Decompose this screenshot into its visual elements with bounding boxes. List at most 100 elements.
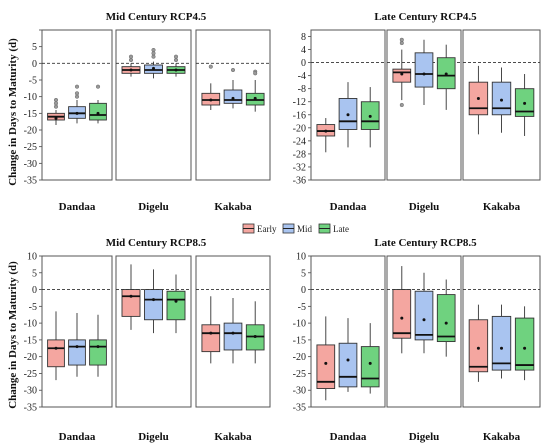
y-axis-label-bottom: Change in Days to Maturity (d) (7, 261, 19, 409)
box-body (491, 81, 512, 116)
mean-point (152, 298, 155, 302)
box-body (47, 339, 65, 368)
outlier-point (74, 84, 80, 89)
chart-title: Mid Century RCP8.5 (106, 237, 207, 249)
outlier-point (151, 47, 156, 53)
mean-point (174, 299, 178, 303)
mean-point (231, 96, 235, 100)
facet-label-digelu: Digelu (138, 201, 169, 213)
legend-label: Late (333, 224, 349, 234)
y-tick-label: -32 (293, 162, 306, 173)
y-tick-label: -5 (29, 76, 37, 87)
box-kakaba-late (514, 306, 535, 381)
y-tick-label: -15 (293, 335, 306, 346)
outlier-point (74, 94, 80, 99)
y-tick-label: -12 (293, 97, 306, 108)
y-tick-label: -10 (293, 319, 306, 330)
box-dandaa-early (316, 118, 336, 153)
outlier-point (399, 102, 404, 108)
y-tick-label: 5 (32, 268, 37, 279)
box-digelu-late (436, 44, 456, 110)
y-tick-label: -10 (24, 319, 37, 330)
chart-late-century-rcp45: Late Century RCP4.5 8 4 0 -4 -8 -12 -16 -20 -24 -2… (293, 11, 541, 213)
y-tick-label: 0 (32, 59, 37, 70)
mean-point (400, 72, 404, 76)
y-tick-label: 0 (301, 285, 306, 296)
mean-point (368, 361, 372, 365)
y-tick-label: -30 (293, 386, 306, 397)
outlier-point (173, 54, 179, 59)
y-tick-label: -35 (24, 176, 37, 187)
box-digelu-mid (144, 269, 163, 334)
box-body (468, 319, 489, 373)
box-dandaa-mid (68, 84, 86, 124)
box-body (223, 322, 243, 351)
box-digelu-mid (144, 47, 163, 79)
y-tick-label: -36 (293, 176, 306, 187)
y-tick-label: -5 (298, 302, 306, 313)
mean-point (253, 335, 257, 339)
box-dandaa-late (89, 314, 107, 377)
mean-point (444, 72, 448, 76)
y-tick-label: -20 (24, 352, 37, 363)
box-kakaba-early (201, 296, 221, 364)
y-tick-label: -25 (24, 369, 37, 380)
y-tick-label: -20 (293, 352, 306, 363)
box-body (414, 52, 434, 88)
mean-point (324, 361, 328, 365)
chart-mid-century-rcp85: Mid Century RCP8.5 10 5 0 -5 -10 -15 -20 -25 -30 -… (24, 237, 271, 443)
y-tick-label: 10 (296, 252, 306, 263)
y-tick-label: -8 (298, 84, 306, 95)
chart-title: Late Century RCP4.5 (374, 11, 477, 23)
legend-item-early: Early (242, 223, 277, 234)
mean-point (523, 346, 527, 350)
outlier-point (208, 64, 213, 69)
chart-mid-century-rcp45: Mid Century RCP4.5 5 0 -5 -10 -15 -20 -25 -30 -35… (24, 11, 271, 213)
box-digelu-late (166, 54, 186, 77)
outlier-point (253, 71, 258, 76)
y-tick-label: -35 (24, 403, 37, 414)
box-body (89, 102, 107, 121)
y-tick-label: -10 (24, 92, 37, 103)
chart-title: Late Century RCP8.5 (374, 237, 477, 249)
facet-label-kakaba: Kakaba (214, 431, 252, 443)
box-kakaba-late (245, 69, 265, 112)
y-tick-label: -30 (24, 386, 37, 397)
box-kakaba-late (245, 301, 265, 364)
y-tick-label: -15 (24, 109, 37, 120)
y-tick-label: 0 (32, 285, 37, 296)
legend-item-mid: Mid (282, 223, 313, 234)
box-digelu-early (392, 37, 412, 108)
y-tick-label: 4 (301, 45, 306, 56)
outlier-point (53, 104, 59, 109)
mean-point (129, 294, 133, 298)
y-tick-label: -16 (293, 110, 306, 121)
mean-point (231, 331, 235, 335)
outlier-point (151, 51, 156, 56)
y-tick-label: 5 (32, 42, 37, 53)
outlier-point (128, 54, 134, 59)
box-dandaa-early (316, 316, 336, 401)
outlier-point (53, 97, 59, 103)
mean-point (346, 358, 350, 362)
box-dandaa-early (47, 97, 65, 125)
box-digelu-late (436, 279, 456, 357)
outlier-point (95, 84, 101, 89)
outlier-point (230, 67, 236, 73)
mean-point (96, 111, 100, 115)
y-tick-label: -20 (293, 123, 306, 134)
facet-label-digelu: Digelu (409, 201, 440, 213)
box-kakaba-mid (491, 67, 512, 133)
box-body (392, 289, 412, 339)
box-body (121, 289, 141, 317)
box-kakaba-mid (223, 297, 243, 364)
box-kakaba-late (514, 74, 535, 136)
box-dandaa-mid (68, 313, 86, 377)
facet-label-digelu: Digelu (138, 431, 169, 443)
chart-title: Mid Century RCP4.5 (106, 11, 207, 23)
mean-point (346, 113, 350, 117)
box-body (436, 294, 456, 343)
mean-point (209, 331, 213, 335)
box-body (166, 290, 186, 321)
